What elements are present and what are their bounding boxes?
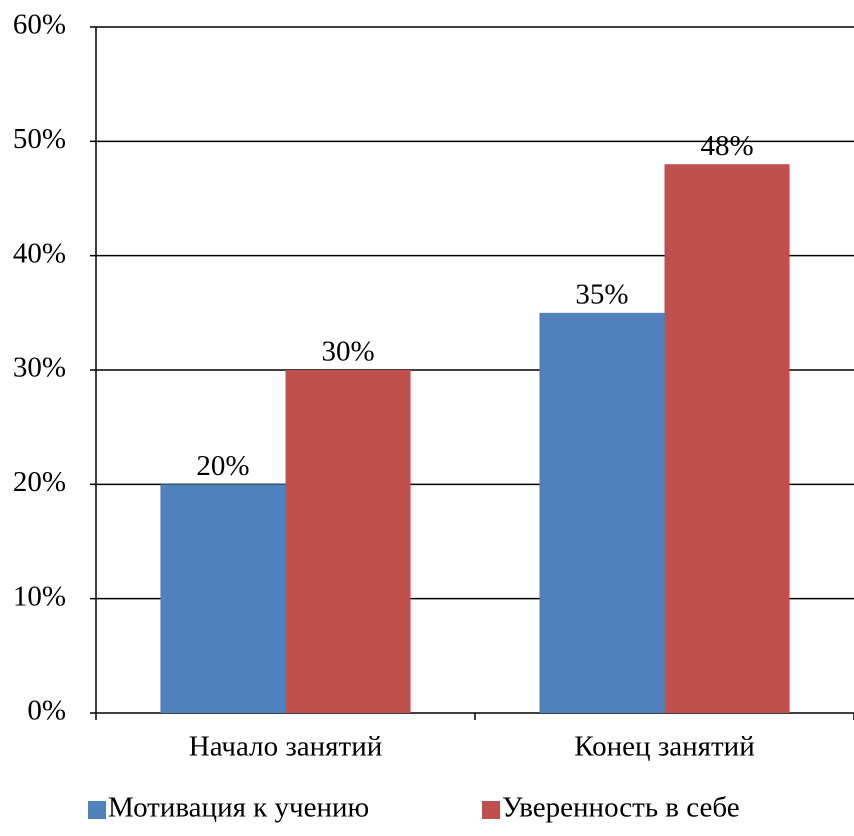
value-label: 48% (700, 130, 753, 162)
legend-swatch (482, 801, 500, 819)
value-label: 35% (575, 278, 628, 310)
legend-label: Уверенность в себе (502, 792, 740, 824)
y-tick-label: 0% (27, 695, 66, 727)
legend-swatch (88, 801, 106, 819)
y-tick-label: 40% (13, 237, 66, 269)
value-label: 20% (196, 450, 249, 482)
y-tick-label: 10% (13, 580, 66, 612)
value-label: 30% (321, 336, 374, 368)
bar (160, 484, 286, 713)
y-tick-label: 20% (13, 466, 66, 498)
y-tick-label: 60% (13, 9, 66, 41)
legend-label: Мотивация к учению (108, 792, 369, 824)
bar (664, 164, 790, 713)
bar (285, 370, 411, 713)
bar (539, 312, 665, 713)
x-tick-label: Начало занятий (189, 731, 382, 763)
y-tick-label: 30% (13, 352, 66, 384)
y-tick-label: 50% (13, 123, 66, 155)
x-tick-label: Конец занятий (574, 731, 754, 763)
